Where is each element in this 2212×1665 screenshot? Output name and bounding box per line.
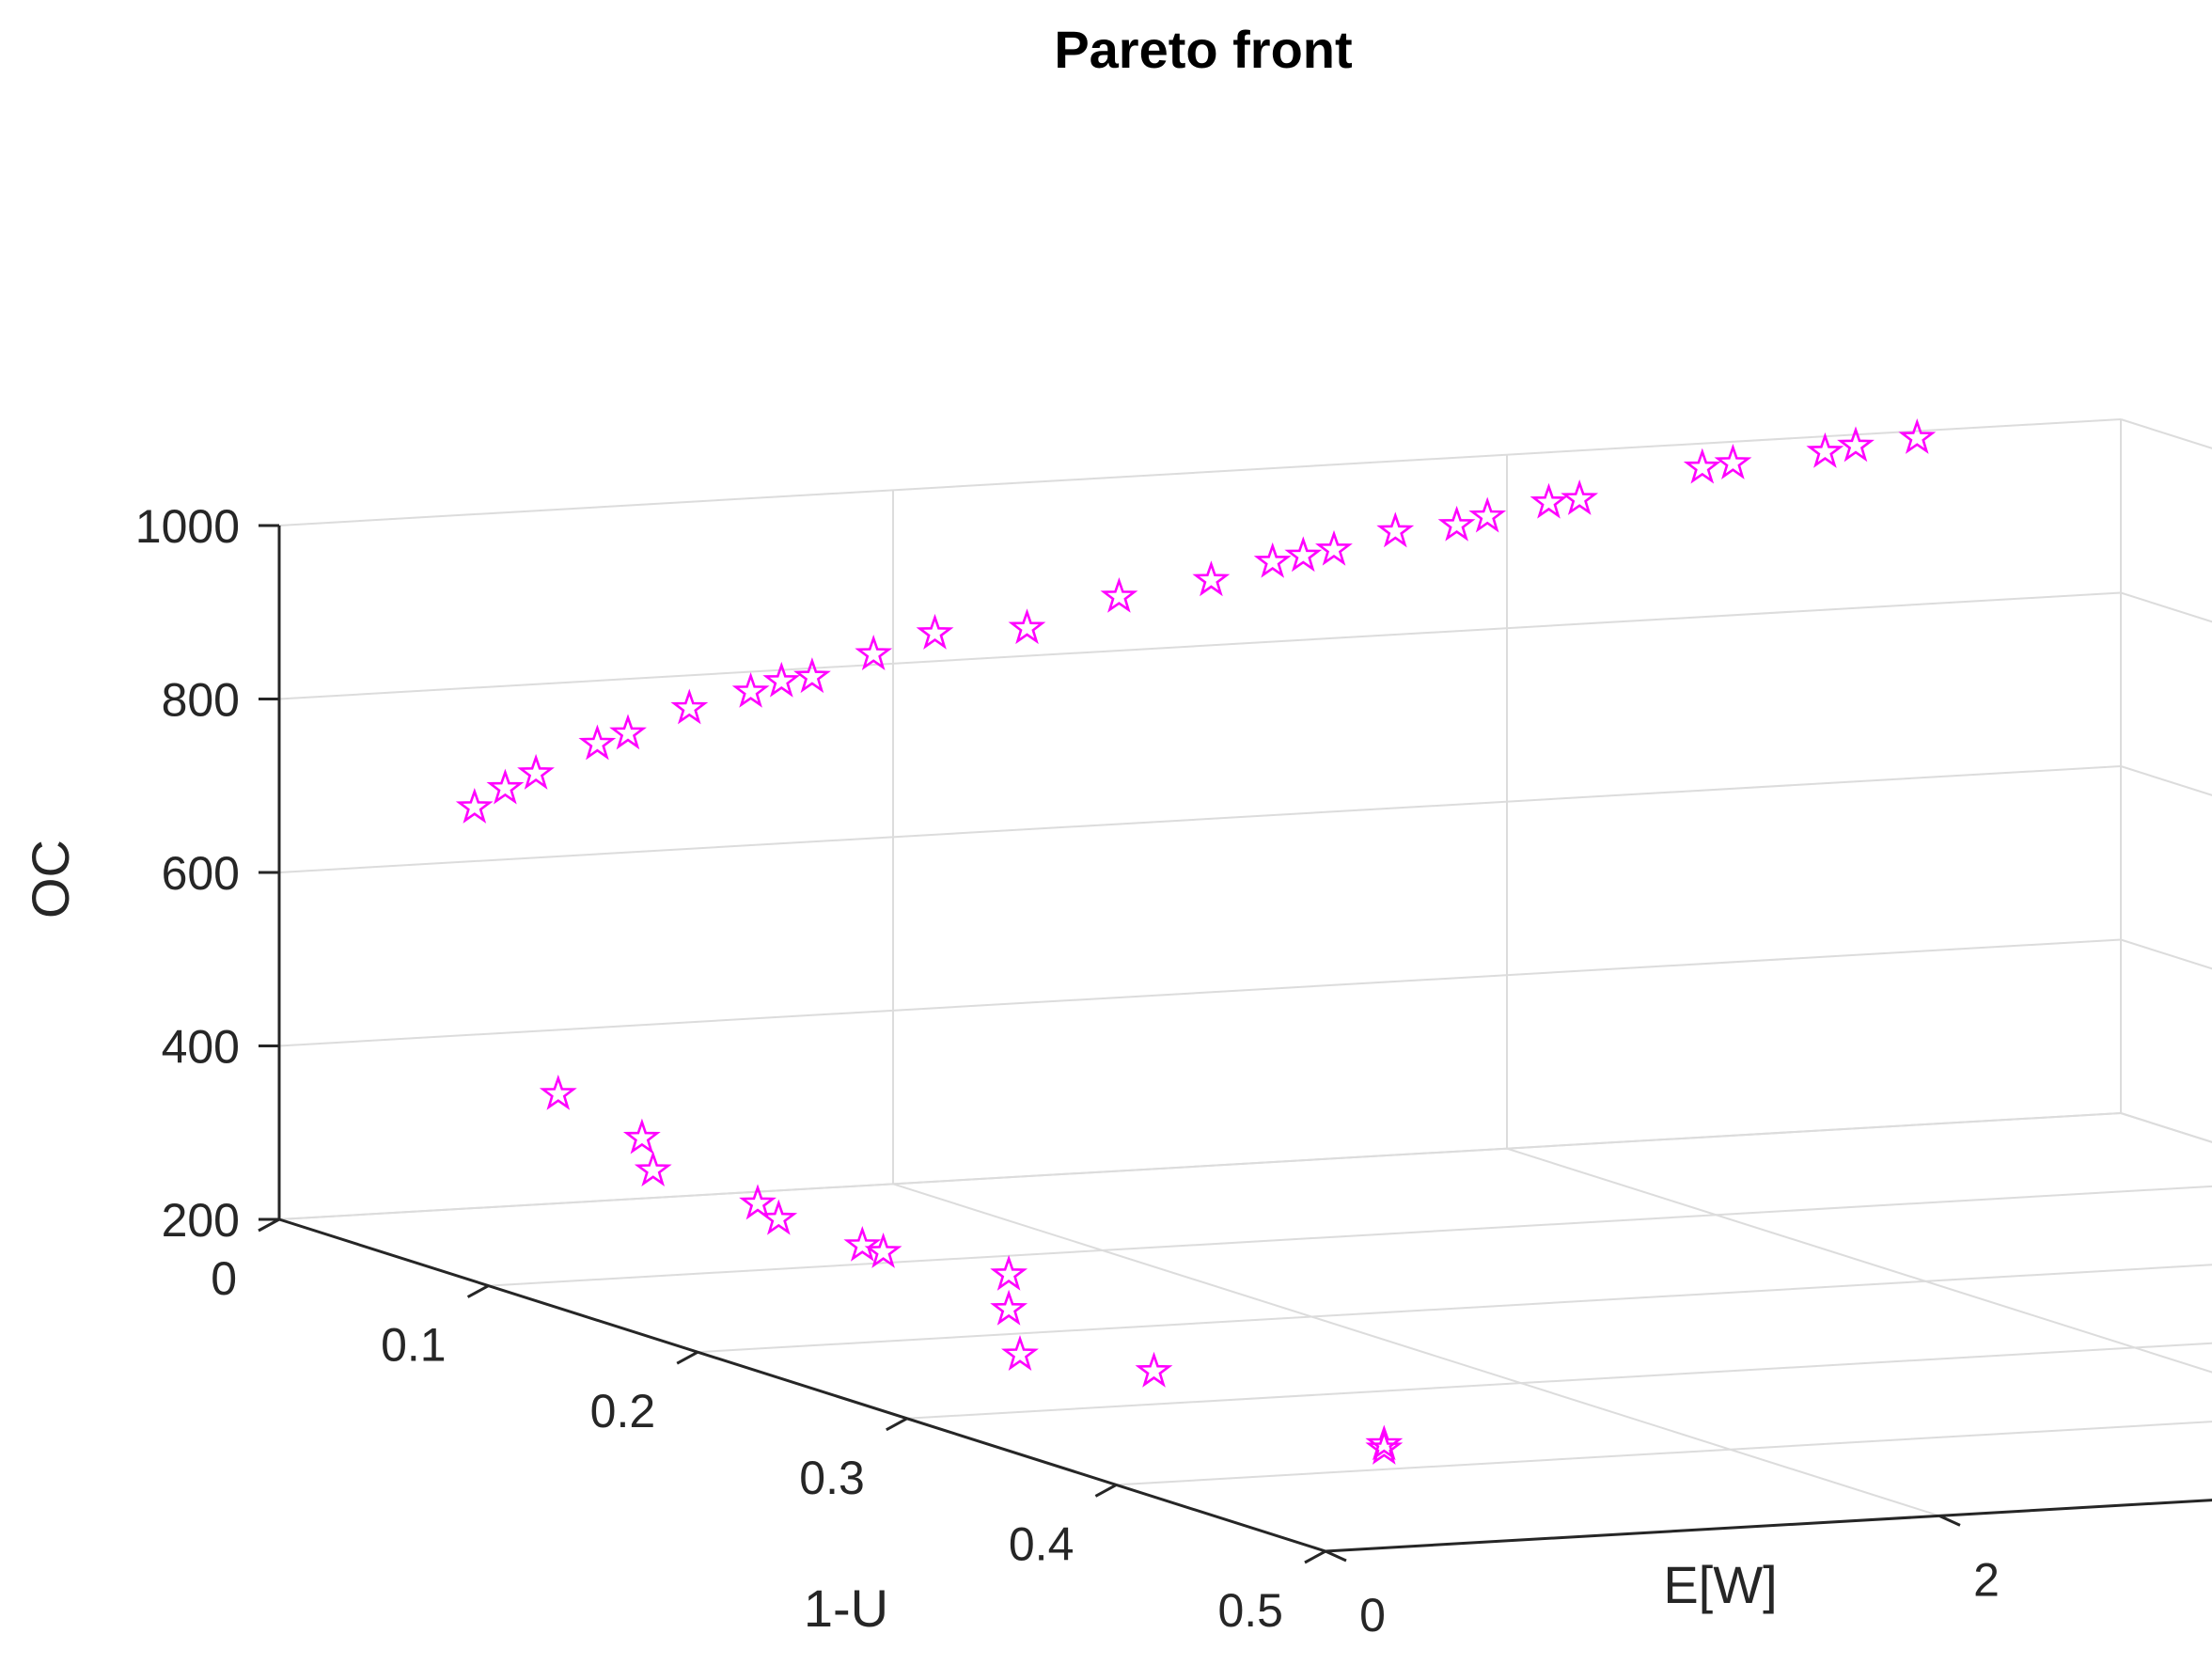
data-point-star: [1806, 432, 1844, 468]
x-axis-label: 1-U: [804, 1579, 888, 1638]
data-point-star: [1001, 1335, 1039, 1372]
data-point-star: [539, 1074, 577, 1110]
x-tick-mark: [466, 1284, 490, 1298]
data-point-star: [1365, 1424, 1404, 1461]
data-point-star: [455, 787, 494, 824]
grid-floor-y-line: [892, 1183, 1940, 1517]
data-point-star: [1365, 1429, 1404, 1465]
z-tick-label: 1000: [135, 500, 240, 553]
grid-backwall-z-line: [278, 418, 2122, 526]
data-point-star: [670, 688, 709, 725]
y-tick-mark: [1325, 1549, 1347, 1563]
y-tick-label: 0: [1359, 1589, 1386, 1641]
grid-sidewall-z-line: [2120, 591, 2212, 623]
data-point-star: [1100, 576, 1138, 613]
data-point-star: [1376, 511, 1415, 548]
x-tick-mark: [676, 1350, 698, 1365]
data-point-star: [517, 753, 555, 790]
data-points: [455, 418, 1937, 1465]
chart-title: Pareto front: [1054, 20, 1352, 79]
grid-sidewall-z-line: [2120, 418, 2212, 449]
grid-sidewall-z-line: [2120, 1112, 2212, 1143]
z-tick-label: 600: [162, 847, 240, 900]
data-point-star: [1530, 482, 1568, 519]
grid-floor-y-line: [1506, 1147, 2212, 1374]
data-point-star: [1714, 443, 1752, 479]
data-point-star: [855, 635, 893, 671]
y-axis-label: E[W]: [1663, 1555, 1777, 1614]
data-point-star: [1468, 496, 1507, 533]
z-tick-label: 400: [162, 1021, 240, 1074]
x-tick-mark: [1304, 1549, 1326, 1564]
z-tick-label: 200: [162, 1194, 240, 1247]
x-tick-label: 0.4: [1009, 1517, 1075, 1570]
data-point-star: [864, 1232, 902, 1268]
z-tick-label: 800: [162, 674, 240, 727]
grid-backwall-z-line: [278, 1112, 2122, 1220]
grid-sidewall-z-line: [2120, 765, 2212, 796]
grid-floor-y-line: [2120, 1112, 2212, 1143]
grid-backwall-z-line: [278, 591, 2122, 700]
data-point-star: [1135, 1351, 1173, 1388]
data-point-star: [1315, 529, 1353, 566]
data-point-star: [578, 724, 617, 761]
grid-floor-x-line: [488, 1185, 2212, 1287]
grid-layer: [278, 418, 2212, 1552]
grid-backwall-z-line: [278, 765, 2122, 873]
data-point-star: [1284, 536, 1323, 573]
grid-sidewall-z-line: [2120, 938, 2212, 970]
data-point-star: [990, 1254, 1028, 1291]
data-point-star: [731, 671, 770, 708]
x-tick-label: 0.2: [590, 1385, 656, 1437]
y-tick-mark: [1938, 1514, 1961, 1527]
data-point-star: [762, 661, 801, 698]
y-tick-label: 2: [1973, 1553, 2000, 1606]
x-tick-label: 0.3: [799, 1452, 865, 1504]
grid-floor-x-line: [1116, 1421, 2212, 1486]
data-point-star: [1008, 608, 1046, 645]
data-point-star: [916, 613, 954, 650]
data-point-star: [1898, 418, 1937, 454]
data-point-star: [622, 1118, 661, 1155]
x-axis-line: [278, 1217, 1326, 1553]
x-tick-mark: [1094, 1484, 1118, 1498]
data-point-star: [1561, 479, 1599, 515]
data-point-star: [1437, 505, 1476, 542]
data-point-star: [634, 1151, 672, 1187]
grid-backwall-z-line: [278, 938, 2122, 1047]
data-point-star: [843, 1225, 882, 1262]
data-point-star: [793, 657, 831, 694]
x-tick-mark: [886, 1417, 908, 1432]
y-axis-line: [1325, 1499, 2212, 1553]
data-point-star: [990, 1289, 1028, 1326]
x-tick-label: 0.1: [381, 1319, 447, 1372]
data-point-star: [1683, 448, 1721, 484]
data-point-star: [1837, 426, 1875, 463]
x-tick-label: 0.5: [1217, 1584, 1283, 1637]
z-axis-label: OC: [21, 840, 80, 919]
data-point-star: [760, 1199, 798, 1235]
grid-floor-x-line: [698, 1264, 2212, 1354]
data-point-star: [1253, 542, 1292, 578]
data-point-star: [486, 768, 525, 805]
x-tick-label: 0: [211, 1252, 237, 1305]
grid-floor-x-line: [906, 1342, 2212, 1420]
x-tick-mark: [258, 1217, 280, 1233]
data-point-star: [739, 1184, 777, 1220]
axes-layer: [277, 526, 2212, 1553]
data-point-star: [609, 714, 647, 750]
data-point-star: [1192, 560, 1231, 597]
